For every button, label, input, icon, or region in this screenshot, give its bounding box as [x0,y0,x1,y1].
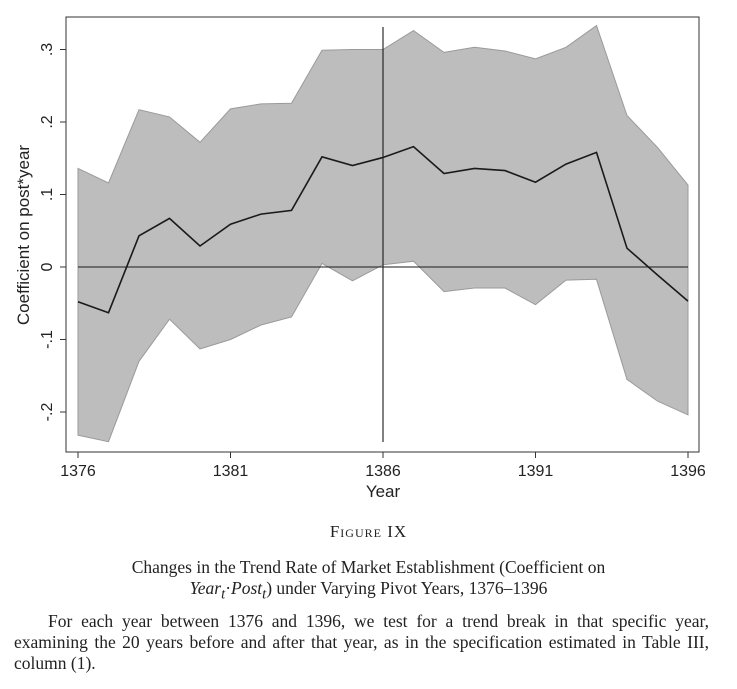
figure-title-line1: Changes in the Trend Rate of Market Esta… [131,557,606,577]
x-axis-title: Year [366,482,401,501]
chart: 1376 1381 1386 1391 1396 -.2 -.1 0 .1 .2 .3 Year C… [14,16,706,501]
y-tick-label: .1 [39,188,56,201]
figure-title-var1: Year [189,578,222,598]
estimate-line [77,145,689,314]
figure-title-line2-rest: ) under Varying Pivot Years, 1376–1396 [266,578,548,598]
figure-title-var2: Post [231,578,263,598]
x-tick-label: 1386 [365,463,401,480]
y-axis-title: Coefficient on post*year [14,145,33,326]
figure-note: For each year between 1376 and 1396, we … [14,611,709,673]
y-tick-label: 0 [39,262,56,271]
figure-label: Figure IX [329,522,408,541]
x-tick-label: 1376 [60,463,96,480]
x-tick-label: 1381 [213,463,249,480]
axes: 1376 1381 1386 1391 1396 -.2 -.1 0 .1 .2 .3 [39,16,706,480]
plot-area [77,24,689,443]
figure-title-sub2: t [262,586,267,603]
y-tick-label: -.2 [39,403,56,422]
y-tick-label: .3 [39,43,56,56]
figure-title-dot: · [225,578,232,598]
y-tick-label: .2 [39,115,56,128]
figure-title-sub1: t [221,586,226,603]
figure-title: Changes in the Trend Rate of Market Esta… [0,557,737,606]
y-tick-label: -.1 [39,330,56,349]
x-tick-label: 1396 [670,463,706,480]
x-tick-label: 1391 [518,463,554,480]
